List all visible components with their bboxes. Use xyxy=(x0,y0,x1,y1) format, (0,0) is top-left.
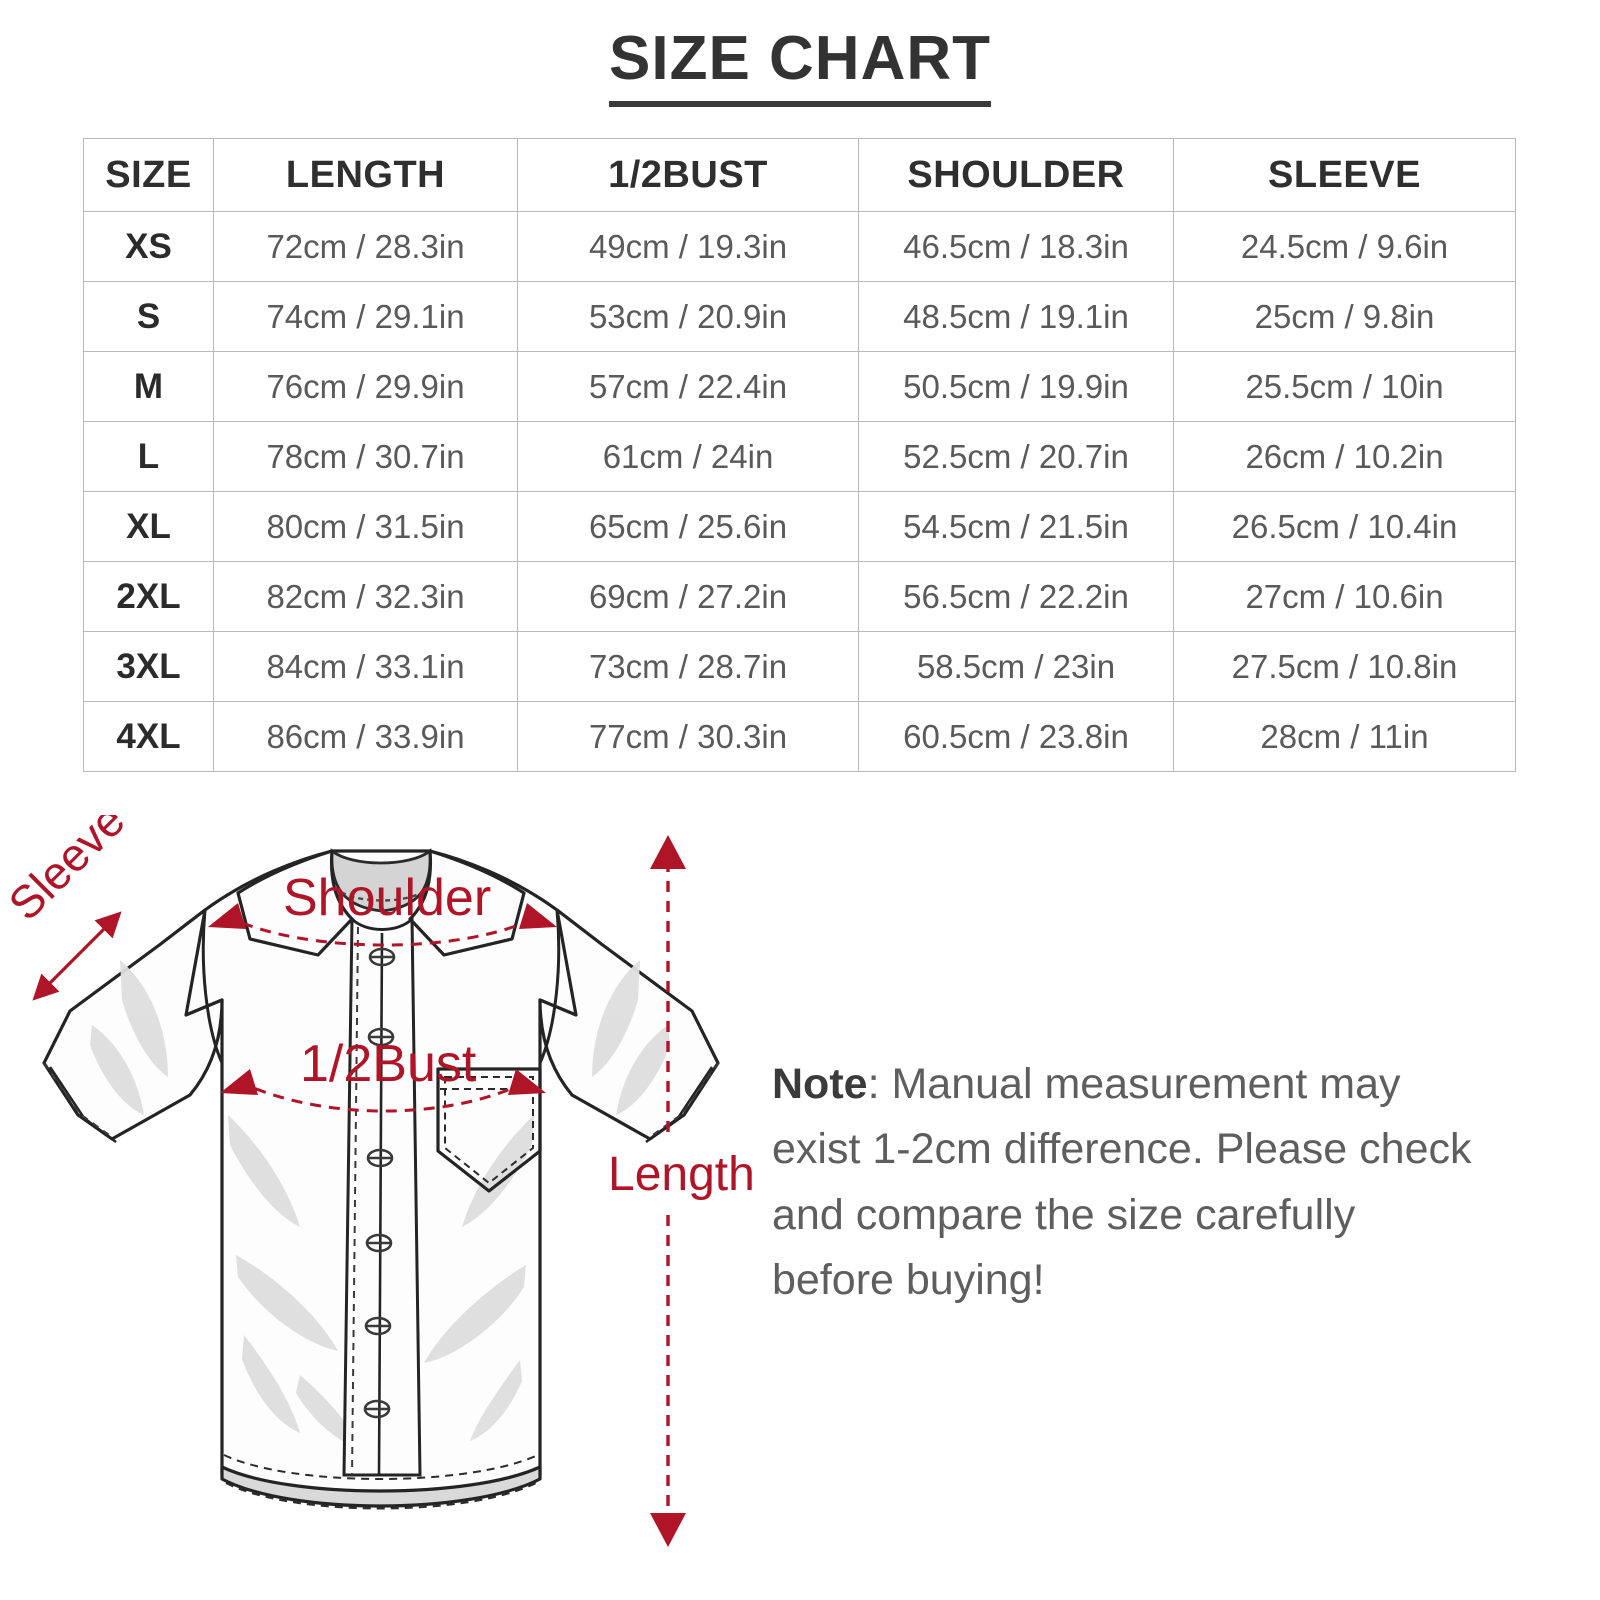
cell-sleeve: 27cm / 10.6in xyxy=(1173,561,1516,632)
placket-stitch xyxy=(351,926,359,1476)
cell-shoulder: 54.5cm / 21.5in xyxy=(858,491,1174,562)
cell-sleeve: 25cm / 9.8in xyxy=(1173,281,1516,352)
shirt-hem-stitch-upper xyxy=(223,1454,539,1480)
note-text: Manual measurement may exist 1-2cm diffe… xyxy=(772,1060,1472,1305)
cell-length: 84cm / 33.1in xyxy=(213,631,518,702)
measurement-annotations xyxy=(32,835,686,1547)
cell-sleeve: 26.5cm / 10.4in xyxy=(1173,491,1516,562)
cell-size: S xyxy=(83,281,214,352)
collar-right xyxy=(408,849,526,957)
page-title-container: SIZE CHART xyxy=(0,26,1600,108)
shirt-placket xyxy=(342,915,422,1477)
armhole-seam-left xyxy=(201,909,224,1064)
armhole-seam-right xyxy=(538,909,561,1064)
length-arrow-top xyxy=(650,835,686,869)
cell-length: 72cm / 28.3in xyxy=(213,211,518,282)
cell-sleeve: 28cm / 11in xyxy=(1173,701,1516,772)
table-row: L 78cm / 30.7in 61cm / 24in 52.5cm / 20.… xyxy=(83,421,1516,492)
note-label: Note xyxy=(772,1060,868,1108)
table-row: XS 72cm / 28.3in 49cm / 19.3in 46.5cm / … xyxy=(83,211,1516,282)
cell-sleeve: 26cm / 10.2in xyxy=(1173,421,1516,492)
cell-size: 2XL xyxy=(83,561,214,632)
cell-sleeve: 24.5cm / 9.6in xyxy=(1173,211,1516,282)
column-header-size: SIZE xyxy=(83,138,214,212)
shirt-pocket xyxy=(436,1067,542,1193)
cell-length: 78cm / 30.7in xyxy=(213,421,518,492)
cell-size: XS xyxy=(83,211,214,282)
size-chart-table: SIZE LENGTH 1/2BUST SHOULDER SLEEVE XS 7… xyxy=(83,138,1516,772)
label-bust: 1/2Bust xyxy=(300,1035,477,1093)
column-header-length: LENGTH xyxy=(213,138,518,212)
note-separator: : xyxy=(867,1060,892,1108)
cell-sleeve: 27.5cm / 10.8in xyxy=(1173,631,1516,702)
shirt-illustration xyxy=(42,848,720,1510)
shoulder-measure-line xyxy=(224,913,541,947)
cell-shoulder: 52.5cm / 20.7in xyxy=(858,421,1174,492)
bust-arrow-left xyxy=(220,1069,258,1095)
table-row: XL 80cm / 31.5in 65cm / 25.6in 54.5cm / … xyxy=(83,491,1516,562)
cell-bust: 69cm / 27.2in xyxy=(517,561,859,632)
cell-length: 80cm / 31.5in xyxy=(213,491,518,562)
label-length: Length xyxy=(608,1148,755,1201)
cell-bust: 61cm / 24in xyxy=(517,421,859,492)
cell-size: 3XL xyxy=(83,631,214,702)
table-row: M 76cm / 29.9in 57cm / 22.4in 50.5cm / 1… xyxy=(83,351,1516,422)
cell-size: L xyxy=(83,421,214,492)
label-sleeve: Sleeve xyxy=(0,815,135,930)
table-header: SIZE LENGTH 1/2BUST SHOULDER SLEEVE xyxy=(83,138,1516,212)
cell-shoulder: 60.5cm / 23.8in xyxy=(858,701,1174,772)
bust-arrow-right xyxy=(508,1069,546,1095)
cell-bust: 73cm / 28.7in xyxy=(517,631,859,702)
cell-length: 74cm / 29.1in xyxy=(213,281,518,352)
column-header-bust: 1/2BUST xyxy=(517,138,859,212)
cell-shoulder: 46.5cm / 18.3in xyxy=(858,211,1174,282)
table-body: XS 72cm / 28.3in 49cm / 19.3in 46.5cm / … xyxy=(83,211,1516,772)
cell-sleeve: 25.5cm / 10in xyxy=(1173,351,1516,422)
cell-shoulder: 48.5cm / 19.1in xyxy=(858,281,1174,352)
table-header-row: SIZE LENGTH 1/2BUST SHOULDER SLEEVE xyxy=(83,138,1516,212)
collar-left xyxy=(236,849,354,957)
cell-bust: 77cm / 30.3in xyxy=(517,701,859,772)
cell-shoulder: 50.5cm / 19.9in xyxy=(858,351,1174,422)
shirt-hem-band xyxy=(220,1465,542,1508)
column-header-sleeve: SLEEVE xyxy=(1173,138,1516,212)
shoulder-arrow-left xyxy=(208,903,246,929)
cell-bust: 49cm / 19.3in xyxy=(517,211,859,282)
table-row: 4XL 86cm / 33.9in 77cm / 30.3in 60.5cm /… xyxy=(83,701,1516,772)
placket-edge-line xyxy=(377,932,384,1476)
cell-length: 82cm / 32.3in xyxy=(213,561,518,632)
fabric-shading xyxy=(90,960,670,1449)
cell-size: M xyxy=(83,351,214,422)
length-arrow-bottom xyxy=(650,1513,686,1547)
cell-bust: 53cm / 20.9in xyxy=(517,281,859,352)
cell-shoulder: 58.5cm / 23in xyxy=(858,631,1174,702)
cell-bust: 65cm / 25.6in xyxy=(517,491,859,562)
shirt-hem-stitch-lower xyxy=(225,1482,537,1510)
table-row: 2XL 82cm / 32.3in 69cm / 27.2in 56.5cm /… xyxy=(83,561,1516,632)
cell-bust: 57cm / 22.4in xyxy=(517,351,859,422)
measurement-diagram: Sleeve Shoulder 1/2Bust Length xyxy=(0,815,760,1600)
table-row: 3XL 84cm / 33.1in 73cm / 28.7in 58.5cm /… xyxy=(83,631,1516,702)
label-shoulder: Shoulder xyxy=(283,869,491,927)
cell-length: 86cm / 33.9in xyxy=(213,701,518,772)
cell-length: 76cm / 29.9in xyxy=(213,351,518,422)
page-title: SIZE CHART xyxy=(609,26,991,108)
cell-size: 4XL xyxy=(83,701,214,772)
shoulder-arrow-right xyxy=(519,903,557,929)
note-block: Note: Manual measurement may exist 1-2cm… xyxy=(772,1052,1472,1313)
cell-size: XL xyxy=(83,491,214,562)
cell-shoulder: 56.5cm / 22.2in xyxy=(858,561,1174,632)
table-row: S 74cm / 29.1in 53cm / 20.9in 48.5cm / 1… xyxy=(83,281,1516,352)
shirt-buttons xyxy=(363,947,396,1419)
column-header-shoulder: SHOULDER xyxy=(858,138,1174,212)
neckband-stitch xyxy=(333,886,431,902)
